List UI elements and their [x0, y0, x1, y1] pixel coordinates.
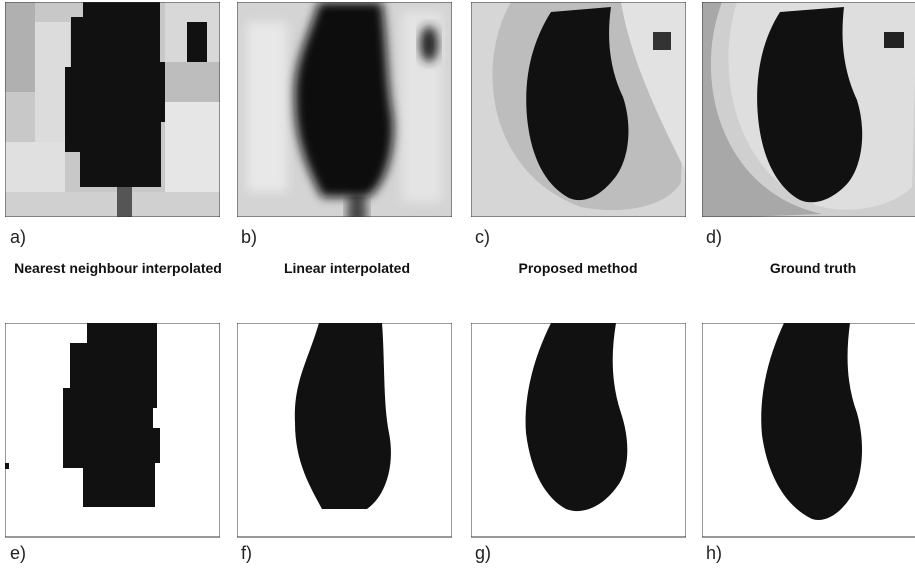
figure-canvas: a) b) c) d) Nearest neighbour interpolat… — [0, 0, 915, 568]
panel-caption: Ground truth — [770, 260, 856, 276]
panel-label: g) — [475, 543, 491, 563]
panel-f-image — [237, 323, 452, 537]
panel-c-image — [471, 2, 686, 217]
panel-label: h) — [706, 543, 722, 563]
panel-label: f) — [241, 543, 252, 563]
panel-label: a) — [10, 227, 26, 247]
panel-label: d) — [706, 227, 722, 247]
panel-caption: Proposed method — [518, 260, 637, 276]
panel-h-image — [702, 323, 915, 537]
panel-d-image — [702, 2, 915, 217]
panel-g-image — [471, 323, 686, 537]
panel-e-image — [5, 323, 220, 537]
panel-a-image — [5, 2, 220, 217]
panel-b-image — [237, 2, 452, 232]
figure: a) b) c) d) Nearest neighbour interpolat… — [0, 0, 915, 568]
panel-caption: Nearest neighbour interpolated — [14, 260, 222, 276]
panel-label: e) — [10, 543, 26, 563]
panel-label: b) — [241, 227, 257, 247]
panel-caption: Linear interpolated — [284, 260, 410, 276]
panel-label: c) — [475, 227, 490, 247]
